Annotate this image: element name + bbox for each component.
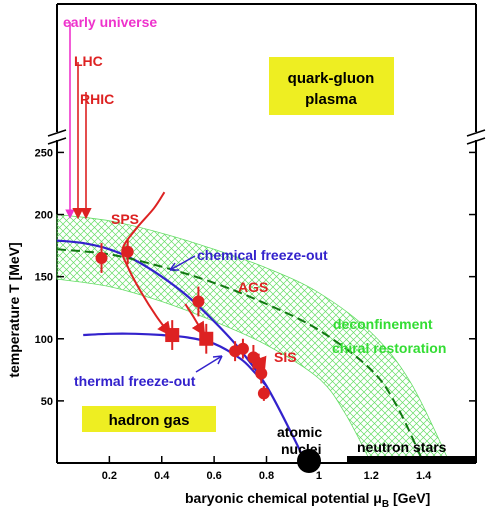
qgp-label-box	[269, 57, 394, 115]
y-axis-title: temperature T [MeV]	[6, 242, 22, 377]
x-tick-label: 0.4	[154, 470, 170, 482]
x-axis-ticks: 0.2 0.4 0.6 0.8 1 1.2 1.4	[102, 456, 432, 482]
data-point	[192, 295, 205, 308]
x-tick-label: 1.4	[416, 470, 432, 482]
quark-gluon-plasma-region: quark-gluon plasma	[47, 3, 486, 145]
qgp-label-line1: quark-gluon	[288, 70, 375, 87]
hadron-gas-label: hadron gas	[109, 412, 190, 429]
axis-break-left-1	[47, 129, 67, 137]
chemical-freezeout-label: chemical freeze-out	[197, 247, 328, 263]
axis-break-right-1	[466, 129, 486, 137]
y-axis-ticks: 50 100 150 200 250	[35, 147, 476, 408]
y-tick-label: 50	[41, 396, 53, 408]
x-tick-label: 1	[316, 470, 322, 482]
neutron-stars-label: neutron stars	[357, 439, 447, 455]
chiral-restoration-label: chiral restoration	[332, 340, 446, 356]
thermal-freezeout-pointer-head	[212, 355, 223, 365]
chemical-freezeout-pointer-head	[169, 262, 179, 271]
x-tick-label: 0.6	[206, 470, 221, 482]
y-tick-label: 200	[35, 210, 53, 222]
x-tick-label: 0.2	[102, 470, 117, 482]
qgp-label-line2: plasma	[305, 91, 357, 108]
data-point-square	[199, 331, 214, 346]
y-tick-label: 100	[35, 334, 53, 346]
data-point	[95, 252, 108, 265]
thermal-freezeout-label: thermal freeze-out	[74, 373, 196, 389]
series-line	[83, 332, 268, 387]
x-axis-title: baryonic chemical potential μB [GeV]	[185, 490, 430, 510]
rhic-label: RHIC	[80, 91, 114, 107]
beam-arrows	[65, 22, 92, 220]
ags-label: AGS	[238, 279, 268, 295]
trajectory-arrow	[184, 303, 206, 337]
deconfinement-label: deconfinement	[333, 316, 433, 332]
x-tick-label: 0.8	[259, 470, 274, 482]
data-point-square	[165, 328, 180, 343]
sps-label: SPS	[111, 211, 139, 227]
thermal-freezeout-pointer	[195, 355, 223, 373]
data-point	[257, 387, 270, 400]
chemical-freezeout-pointer	[169, 255, 196, 271]
sis-label: SIS	[274, 349, 297, 365]
y-tick-label: 150	[35, 272, 53, 284]
x-tick-label: 1.2	[364, 470, 379, 482]
lhc-label: LHC	[74, 53, 103, 69]
y-tick-label: 250	[35, 147, 53, 159]
crossover-band	[56, 214, 451, 464]
data-point	[236, 342, 249, 355]
neutron-stars-bar	[347, 456, 476, 464]
trajectory-arrow	[121, 191, 172, 337]
data-point	[121, 245, 134, 258]
atomic-nuclei-marker	[297, 449, 321, 473]
series-line-dashed	[56, 248, 425, 464]
hadron-gas-label-box	[82, 406, 216, 432]
early-universe-label: early universe	[63, 14, 157, 30]
data-point	[255, 367, 268, 380]
atomic-nuclei-label-1: atomic	[277, 424, 322, 440]
data-points	[95, 239, 270, 401]
